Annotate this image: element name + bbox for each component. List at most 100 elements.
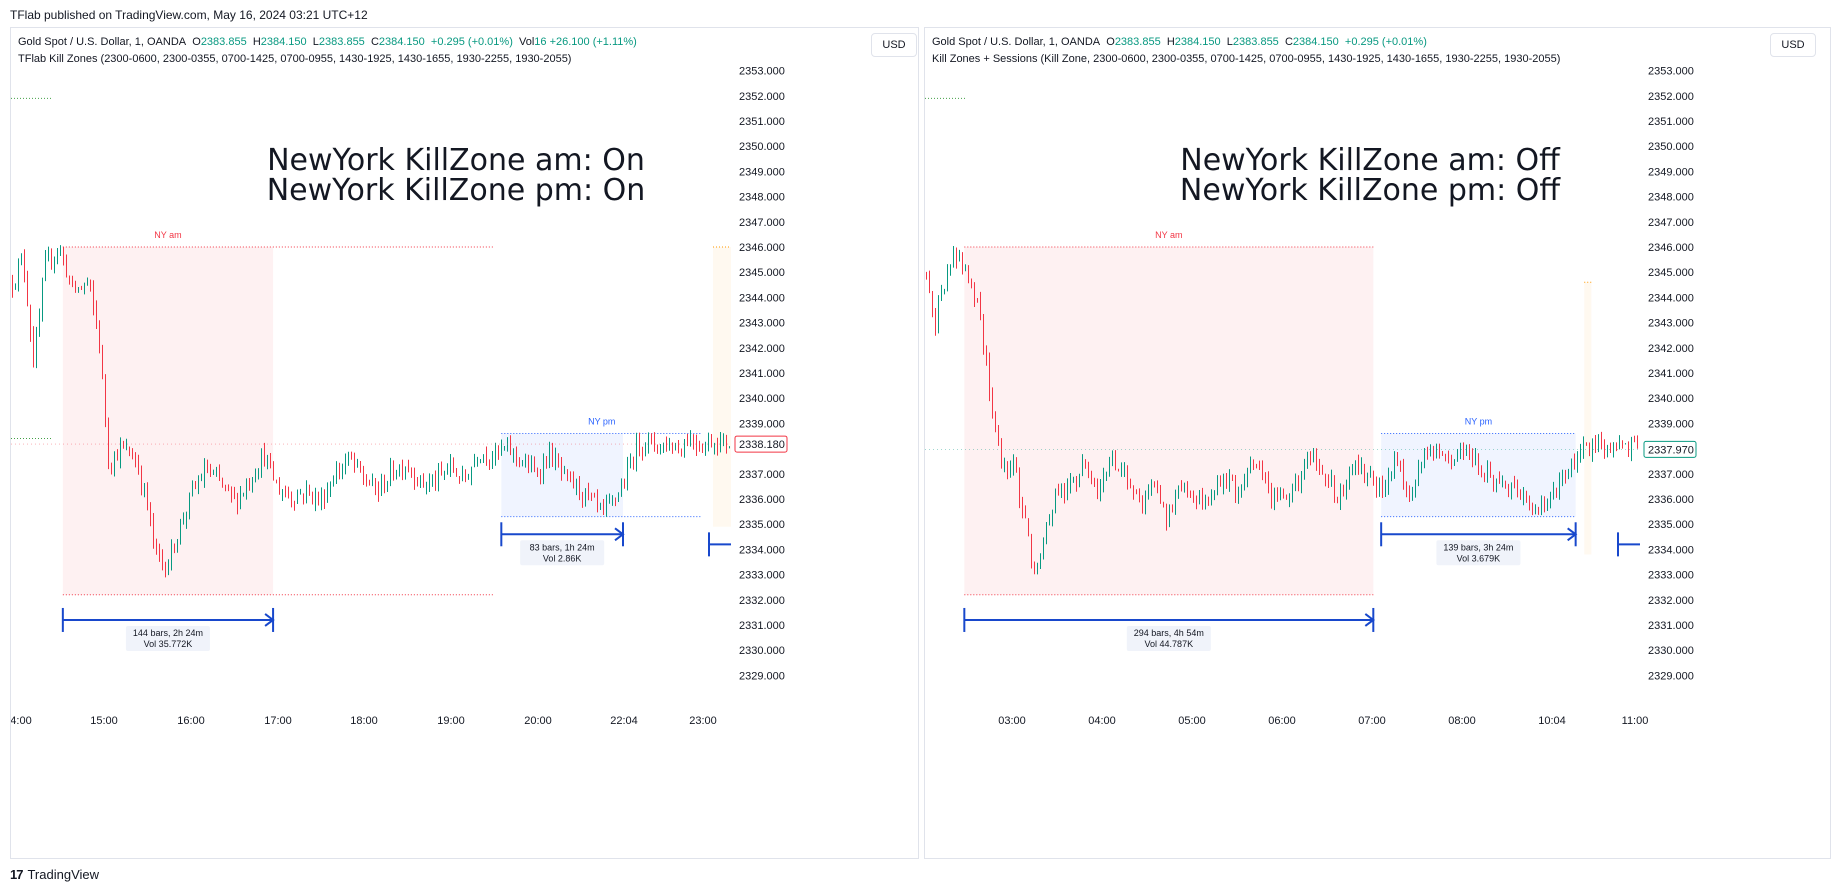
x-tick-label: 04:00 [1088, 715, 1116, 727]
currency-button[interactable]: USD [871, 33, 917, 57]
measure-bars-text: 83 bars, 1h 24m [530, 542, 595, 552]
y-tick-label: 2342.000 [1648, 343, 1694, 355]
last-price-label: 2337.970 [1648, 444, 1694, 456]
y-tick-label: 2332.000 [1648, 595, 1694, 607]
indicator-legend[interactable]: TFlab Kill Zones (2300-0600, 2300-0355, … [18, 53, 572, 65]
session-box [713, 247, 731, 527]
y-tick-label: 2331.000 [739, 620, 785, 632]
y-tick-label: 2341.000 [1648, 368, 1694, 380]
chart-panel-left[interactable]: Gold Spot / U.S. Dollar, 1, OANDA O2383.… [10, 27, 919, 859]
volume-value: 16 [534, 36, 547, 48]
measure-info-box [1126, 625, 1211, 651]
close-label: C [1284, 36, 1293, 48]
low-value: 2383.855 [318, 36, 365, 48]
measure-arrow-icon [1364, 613, 1375, 627]
symbol-legend: Gold Spot / U.S. Dollar, 1, OANDA O2383.… [18, 36, 637, 48]
measure-bars-text: 139 bars, 3h 24m [1443, 542, 1513, 552]
y-tick-label: 2349.000 [1648, 166, 1694, 178]
y-tick-label: 2351.000 [1648, 116, 1694, 128]
measure-bars-text: 144 bars, 2h 24m [133, 628, 203, 638]
open-value: 2383.855 [200, 36, 247, 48]
tradingview-logo-icon: 17 [10, 867, 24, 882]
y-tick-label: 2332.000 [739, 595, 785, 607]
y-tick-label: 2350.000 [739, 141, 785, 153]
x-tick-label: 10:04 [1538, 715, 1566, 727]
symbol-name: Gold Spot / U.S. Dollar, 1, OANDA [18, 36, 187, 48]
close-value: 2384.150 [378, 36, 425, 48]
y-tick-label: 2344.000 [739, 292, 785, 304]
y-tick-label: 2353.000 [1648, 66, 1694, 78]
x-tick-label: 22:04 [610, 715, 638, 727]
y-tick-label: 2352.000 [739, 91, 785, 103]
y-tick-label: 2339.000 [739, 418, 785, 430]
measure-info-box [125, 625, 210, 651]
killzone-label: NY pm [1465, 416, 1492, 426]
x-tick-label: 03:00 [998, 715, 1026, 727]
killzone-label: NY am [1155, 230, 1182, 240]
y-tick-label: 2330.000 [739, 645, 785, 657]
volume-label: Vol [518, 36, 535, 48]
y-tick-label: 2337.000 [739, 469, 785, 481]
x-tick-label: 18:00 [350, 715, 378, 727]
y-tick-label: 2337.000 [1648, 469, 1694, 481]
overlay-text-pm: NewYork KillZone pm: Off [1180, 173, 1561, 208]
y-tick-label: 2335.000 [1648, 519, 1694, 531]
killzone-box [1381, 433, 1576, 517]
measure-arrow-icon [1567, 527, 1578, 542]
measure-info-box [520, 540, 605, 566]
killzone-label: NY am [154, 230, 181, 240]
measure-bars-text: 294 bars, 4h 54m [1134, 628, 1204, 638]
currency-button[interactable]: USD [1770, 33, 1816, 57]
y-tick-label: 2334.000 [1648, 544, 1694, 556]
low-label: L [1226, 36, 1233, 48]
y-tick-label: 2340.000 [739, 393, 785, 405]
y-tick-label: 2340.000 [1648, 393, 1694, 405]
y-tick-label: 2335.000 [739, 519, 785, 531]
measure-volume-text: Vol 44.787K [1145, 639, 1194, 649]
y-tick-label: 2351.000 [739, 116, 785, 128]
measure-info-box [1436, 540, 1521, 566]
killzone-label: NY pm [588, 416, 615, 426]
last-price-tag [1643, 440, 1697, 458]
y-tick-label: 2329.000 [739, 670, 785, 682]
y-tick-label: 2343.000 [739, 318, 785, 330]
killzone-box [62, 247, 274, 595]
y-tick-label: 2346.000 [1648, 242, 1694, 254]
open-label: O [192, 36, 201, 48]
y-tick-label: 2342.000 [739, 343, 785, 355]
killzone-box [964, 247, 1374, 595]
session-box [1584, 282, 1592, 555]
y-tick-label: 2352.000 [1648, 91, 1694, 103]
x-tick-label: 20:00 [524, 715, 552, 727]
brand-name: TradingView [27, 867, 100, 882]
overlay-text-pm: NewYork KillZone pm: On [267, 173, 646, 208]
last-price-tag [734, 435, 788, 453]
price-chart[interactable]: 2353.000 2352.000 2351.000 2350.000 2349.000… [925, 28, 1830, 858]
overlay-text-am: NewYork KillZone am: On [267, 143, 645, 178]
y-tick-label: 2333.000 [739, 570, 785, 582]
y-tick-label: 2339.000 [1648, 418, 1694, 430]
y-tick-label: 2336.000 [739, 494, 785, 506]
price-chart[interactable]: 2353.000 2352.000 2351.000 2350.000 2349.000… [11, 28, 918, 858]
y-tick-label: 2353.000 [739, 66, 785, 78]
high-label: H [252, 36, 261, 48]
y-tick-label: 2350.000 [1648, 141, 1694, 153]
x-tick-label: 23:00 [689, 715, 717, 727]
tradingview-footer[interactable]: 17 TradingView [10, 867, 99, 882]
indicator-legend[interactable]: Kill Zones + Sessions (Kill Zone, 2300-0… [932, 53, 1561, 65]
y-tick-label: 2333.000 [1648, 570, 1694, 582]
y-tick-label: 2348.000 [739, 192, 785, 204]
y-tick-label: 2334.000 [739, 544, 785, 556]
y-tick-label: 2330.000 [1648, 645, 1694, 657]
y-tick-label: 2348.000 [1648, 192, 1694, 204]
x-tick-label: 15:00 [90, 715, 118, 727]
killzone-box [501, 433, 623, 517]
chart-panel-right[interactable]: Gold Spot / U.S. Dollar, 1, OANDA O2383.… [924, 27, 1831, 859]
open-label: O [1106, 36, 1115, 48]
y-tick-label: 2347.000 [1648, 217, 1694, 229]
volume-change: +26.100 (+1.11%) [549, 36, 637, 48]
x-tick-label: 11:00 [1622, 715, 1649, 727]
y-tick-label: 2349.000 [739, 166, 785, 178]
y-tick-label: 2343.000 [1648, 318, 1694, 330]
y-tick-label: 2347.000 [739, 217, 785, 229]
